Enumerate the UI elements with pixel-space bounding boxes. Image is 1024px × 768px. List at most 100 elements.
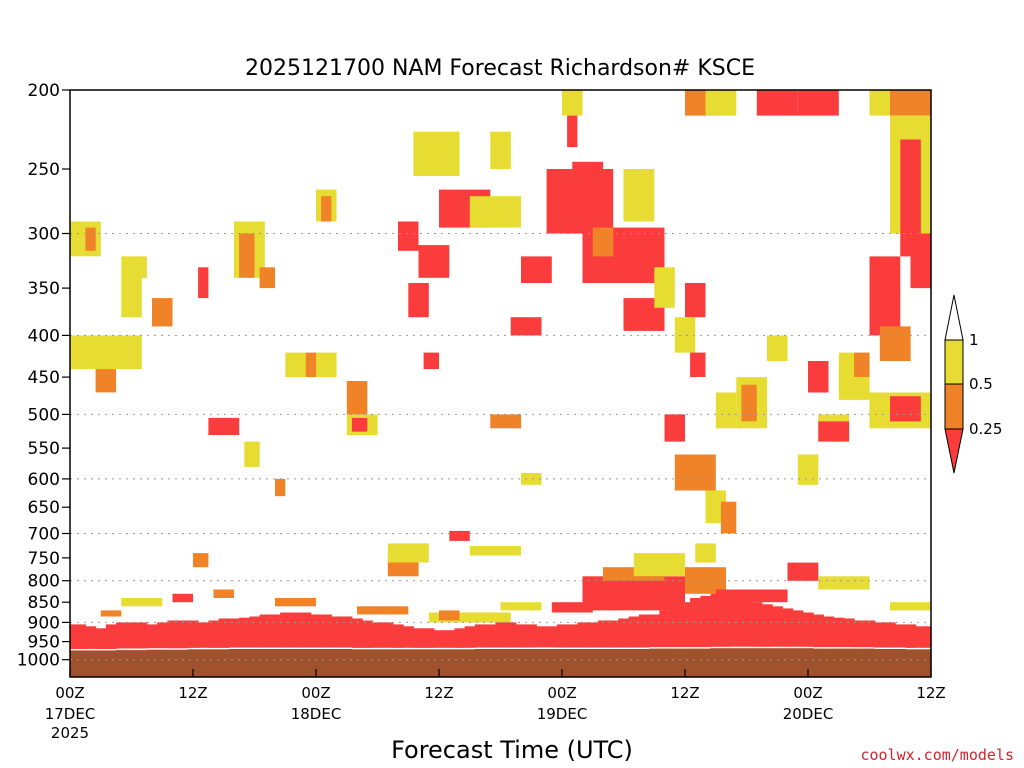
ground-column-65 (731, 648, 742, 677)
y-tick-label-900: 900 (28, 613, 60, 633)
ri-cell-39 (705, 90, 737, 116)
ri-cell-64 (674, 454, 716, 491)
low-level-band-48 (556, 624, 568, 648)
ri-cell-1 (85, 227, 96, 251)
low-level-band-9 (157, 622, 168, 649)
ri-cell-84 (685, 567, 726, 594)
ground-column-7 (136, 650, 148, 677)
ground-column-62 (700, 648, 712, 677)
low-level-band-22 (290, 612, 302, 648)
low-level-band-23 (300, 612, 312, 648)
legend-label-0.25: 0.25 (969, 420, 1002, 438)
ground-column-30 (372, 649, 384, 677)
ri-cell-89 (551, 602, 593, 613)
x-tick-label-24: 00Z (301, 684, 330, 702)
ground-column-83 (915, 649, 927, 677)
ground-column-63 (710, 648, 722, 677)
low-level-band-69 (772, 606, 783, 647)
ri-cell-56 (818, 421, 850, 442)
ri-cell-13 (305, 352, 317, 377)
low-level-band-40 (474, 624, 486, 648)
ground-column-51 (587, 649, 599, 677)
low-level-band-33 (403, 626, 414, 648)
y-tick-label-850: 850 (28, 593, 60, 613)
ground-column-33 (403, 649, 414, 677)
low-level-band-49 (567, 624, 578, 648)
ri-cell-83 (633, 553, 686, 577)
ground-column-21 (280, 649, 291, 677)
low-level-band-79 (874, 622, 886, 648)
ground-column-17 (239, 649, 250, 677)
ri-cell-67 (490, 414, 522, 429)
ground-column-20 (269, 649, 281, 677)
low-level-band-62 (700, 595, 712, 648)
low-level-band-0 (70, 624, 76, 649)
ground-column-61 (690, 648, 701, 677)
ri-cell-60 (715, 392, 737, 429)
ri-cell-88 (500, 602, 542, 611)
ri-cell-43 (890, 90, 931, 116)
x-year-label: 2025 (51, 724, 89, 742)
ground-column-54 (618, 649, 630, 677)
ground-column-49 (567, 649, 578, 677)
low-level-band-20 (269, 614, 281, 648)
ri-cell-16 (208, 417, 240, 435)
x-date-label-18DEC: 18DEC (291, 705, 342, 723)
y-tick-label-350: 350 (28, 279, 60, 299)
ri-cell-73 (500, 545, 521, 556)
legend-bin-0.5-1 (944, 339, 964, 385)
x-tick-label-12: 12Z (178, 684, 207, 702)
ground-column-32 (392, 649, 404, 677)
y-tick-label-800: 800 (28, 572, 60, 592)
ground-column-52 (597, 649, 609, 677)
ground-column-18 (249, 649, 261, 677)
low-level-layer (70, 593, 932, 649)
ground-column-84 (925, 649, 932, 677)
ground-column-31 (382, 649, 394, 677)
ground-column-72 (802, 648, 814, 677)
ground-column-58 (659, 648, 671, 677)
ri-cell-61 (674, 317, 696, 353)
legend-label-1: 1 (969, 331, 979, 349)
low-level-band-68 (761, 604, 773, 647)
ri-cell-97 (100, 610, 122, 617)
ground-column-14 (208, 649, 220, 677)
ground-column-67 (751, 648, 763, 677)
ground-column-53 (608, 649, 619, 677)
low-level-band-55 (628, 616, 640, 648)
ground-column-57 (649, 648, 660, 677)
low-level-band-46 (536, 626, 548, 648)
ri-cell-27 (510, 317, 542, 336)
low-level-band-74 (823, 616, 835, 648)
low-level-band-17 (239, 617, 250, 648)
ground-column-35 (423, 649, 435, 677)
y-tick-label-650: 650 (28, 498, 60, 518)
x-tick-label-84: 12Z (916, 684, 945, 702)
low-level-band-35 (423, 628, 435, 648)
x-date-label-20DEC: 20DEC (783, 705, 834, 723)
x-date-label-17DEC: 17DEC (45, 705, 96, 723)
ri-cell-68 (521, 473, 542, 485)
ground-column-79 (874, 649, 886, 677)
ri-cell-53 (808, 361, 829, 393)
low-level-band-59 (669, 606, 681, 648)
low-level-band-63 (710, 593, 722, 647)
ground-column-16 (228, 649, 240, 677)
low-level-band-44 (515, 624, 527, 648)
low-level-band-28 (351, 618, 363, 648)
ground-column-12 (187, 649, 199, 677)
low-level-band-13 (198, 622, 209, 648)
ground-column-5 (116, 650, 127, 677)
low-level-band-61 (690, 598, 701, 648)
low-level-band-53 (608, 620, 619, 648)
low-level-band-78 (864, 620, 876, 648)
low-level-band-4 (105, 624, 117, 649)
low-level-band-32 (392, 624, 404, 648)
ri-cell-58 (741, 384, 757, 422)
ri-cell-94 (357, 606, 409, 615)
ri-cell-50 (890, 396, 921, 422)
plot-background (70, 90, 931, 677)
low-level-band-52 (597, 620, 609, 648)
ri-cell-24 (423, 352, 439, 370)
ground-column-80 (884, 649, 896, 677)
